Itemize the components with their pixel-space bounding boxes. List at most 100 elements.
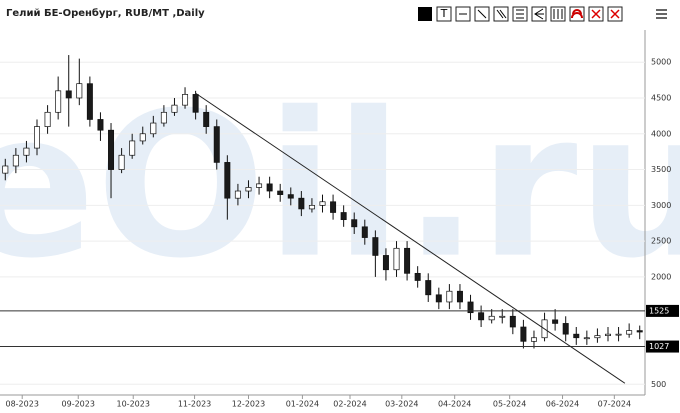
candle-body (298, 197, 305, 210)
candle-body (351, 219, 358, 228)
candle-body (245, 187, 252, 192)
svg-text:T: T (440, 7, 448, 20)
candle-body (435, 294, 442, 303)
candle-body (256, 183, 263, 188)
x-tick-label: 09-2023 (62, 400, 95, 409)
candle-body (562, 323, 569, 335)
level-label: 1027 (649, 342, 669, 351)
tool-vlines[interactable] (550, 6, 566, 22)
candle-body (139, 133, 146, 142)
tool-delete[interactable] (588, 6, 604, 22)
candle-body (414, 272, 421, 281)
y-tick-label: 500 (651, 380, 666, 389)
candle-body (65, 90, 72, 99)
toolbar: T (418, 6, 667, 22)
candle-body (308, 204, 315, 210)
candle-body (277, 190, 284, 195)
tool-delete-all[interactable] (607, 6, 623, 22)
candle-body (213, 126, 220, 163)
x-tick-label: 05-2024 (493, 400, 526, 409)
y-tick-label: 2000 (651, 272, 671, 281)
candle-body (530, 337, 537, 342)
y-tick-label: 3000 (651, 201, 671, 210)
candle-body (76, 83, 83, 99)
candle-body (55, 90, 62, 113)
candle-body (129, 140, 136, 156)
candle-body (393, 247, 400, 271)
x-tick-label: 03-2024 (385, 400, 418, 409)
candle-body (266, 183, 273, 192)
x-tick-label: 12-2023 (232, 400, 265, 409)
x-tick-label: 08-2023 (5, 400, 38, 409)
tool-fan[interactable] (531, 6, 547, 22)
candle-body (340, 212, 347, 221)
tool-hline[interactable] (455, 6, 471, 22)
x-tick-label: 10-2023 (117, 400, 150, 409)
candle-body (361, 226, 368, 238)
candle-body (636, 330, 643, 333)
candle-body (425, 280, 432, 296)
candle-body (456, 290, 463, 303)
candle-body (552, 319, 559, 324)
candle-body (520, 326, 527, 342)
tool-channel[interactable] (493, 6, 509, 22)
candle-body (626, 330, 633, 335)
candle-body (488, 315, 495, 321)
candle-body (404, 247, 411, 274)
tool-trend[interactable] (474, 6, 490, 22)
candle-body (118, 154, 125, 170)
candle-body (499, 315, 506, 318)
candle-body (467, 301, 474, 314)
x-tick-label: 01-2024 (286, 400, 319, 409)
candle-body (150, 122, 157, 135)
candle-body (203, 111, 210, 127)
candle-body (171, 104, 178, 113)
candle-body (615, 333, 622, 336)
level-label-box (646, 340, 679, 353)
candle-body (23, 147, 30, 156)
candle-body (604, 333, 611, 336)
candle-body (382, 255, 389, 271)
watermark: eOil.ru (0, 70, 680, 303)
trend-line (195, 92, 626, 384)
candle-body (287, 194, 294, 199)
candle-body (319, 201, 326, 206)
tool-color[interactable] (418, 7, 432, 21)
tool-text[interactable]: T (436, 6, 452, 22)
level-label-box (646, 304, 679, 317)
y-tick-label: 5000 (651, 58, 671, 67)
candle-body (12, 154, 19, 167)
y-tick-label: 3500 (651, 165, 671, 174)
candle-body (224, 162, 231, 199)
candle-body (97, 119, 104, 131)
x-tick-label: 04-2024 (438, 400, 471, 409)
candle-body (446, 290, 453, 303)
x-tick-label: 06-2024 (546, 400, 579, 409)
x-tick-label: 02-2024 (333, 400, 366, 409)
tool-fib[interactable] (512, 6, 528, 22)
candle-body (372, 237, 379, 256)
candle-body (86, 83, 93, 120)
y-tick-label: 4500 (651, 93, 671, 102)
tool-arcs[interactable] (569, 6, 585, 22)
candle-body (108, 129, 115, 170)
x-tick-label: 11-2023 (178, 400, 211, 409)
y-tick-label: 4000 (651, 129, 671, 138)
chart-title: Гелий БЕ-Оренбург, RUB/MT ,Daily (6, 7, 205, 19)
menu[interactable] (656, 9, 667, 19)
candle-body (330, 201, 337, 213)
candle-body (234, 190, 241, 199)
candle-body (2, 165, 9, 174)
candle-body (478, 312, 485, 321)
candle-body (583, 337, 590, 340)
candle-body (573, 333, 580, 339)
candle-body (509, 315, 516, 328)
candle-body (192, 94, 199, 113)
level-label: 1525 (649, 306, 669, 315)
candle-body (44, 111, 51, 127)
y-tick-label: 2500 (651, 237, 671, 246)
x-tick-label: 07-2024 (598, 400, 631, 409)
candle-body (34, 126, 41, 149)
candle-body (160, 111, 167, 124)
